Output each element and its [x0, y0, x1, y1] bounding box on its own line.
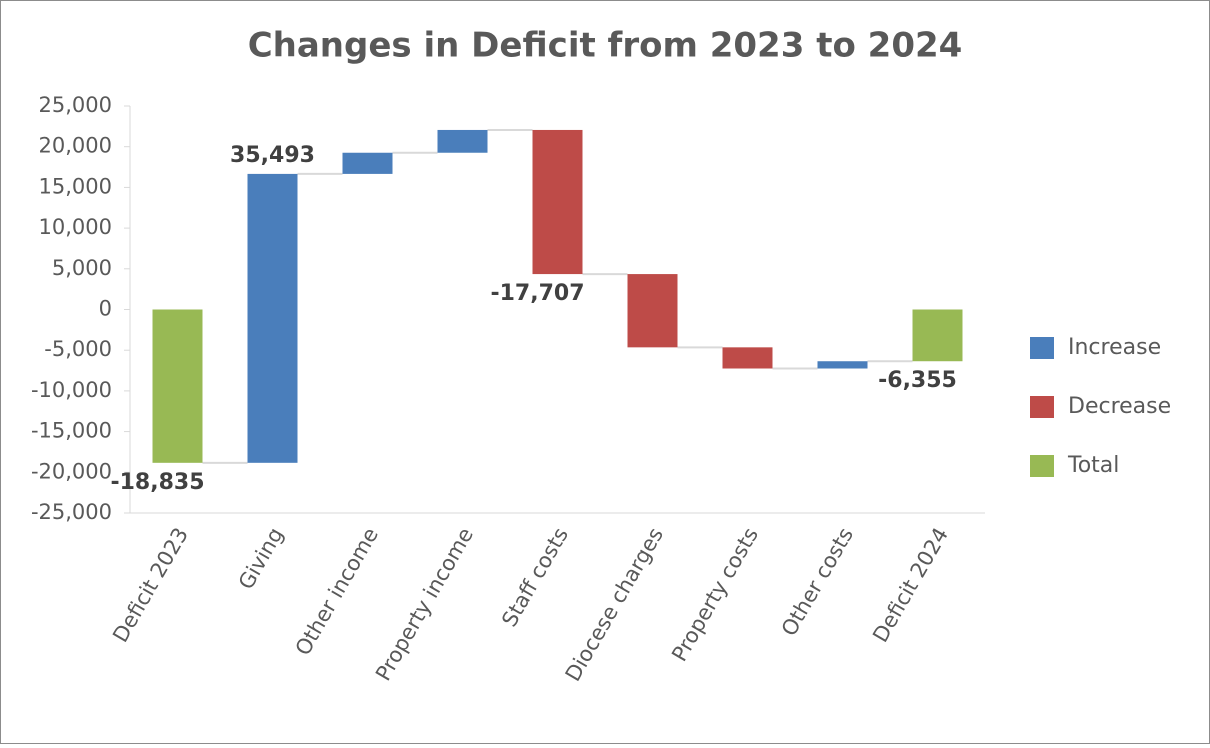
y-tick-label: -5,000 — [44, 337, 112, 361]
data-label: -18,835 — [110, 470, 204, 495]
data-label: -17,707 — [490, 281, 584, 306]
bar — [722, 347, 773, 369]
bar — [152, 309, 203, 463]
legend-label: Decrease — [1068, 394, 1171, 419]
data-label: 35,493 — [230, 143, 315, 168]
y-tick-label: 5,000 — [52, 256, 112, 280]
legend-label: Increase — [1068, 335, 1161, 360]
bar — [627, 274, 678, 348]
bar — [342, 152, 393, 174]
y-tick-label: 25,000 — [39, 93, 112, 117]
legend-swatch — [1030, 337, 1054, 359]
y-tick-label: 10,000 — [39, 215, 112, 239]
y-tick-label: -15,000 — [31, 419, 112, 443]
bar — [532, 129, 583, 275]
bar — [247, 173, 298, 463]
legend-swatch — [1030, 396, 1054, 418]
bar — [437, 129, 488, 153]
bar — [817, 361, 868, 369]
y-tick-label: -10,000 — [31, 378, 112, 402]
chart-title: Changes in Deficit from 2023 to 2024 — [248, 26, 963, 66]
bar — [912, 309, 963, 362]
y-tick-label: 20,000 — [39, 134, 112, 158]
legend-label: Total — [1067, 453, 1119, 478]
y-tick-label: -20,000 — [31, 459, 112, 483]
y-tick-label: -25,000 — [31, 500, 112, 524]
data-label: -6,355 — [878, 368, 957, 393]
legend-swatch — [1030, 455, 1054, 477]
y-tick-label: 0 — [99, 297, 112, 321]
y-tick-label: 15,000 — [39, 174, 112, 198]
